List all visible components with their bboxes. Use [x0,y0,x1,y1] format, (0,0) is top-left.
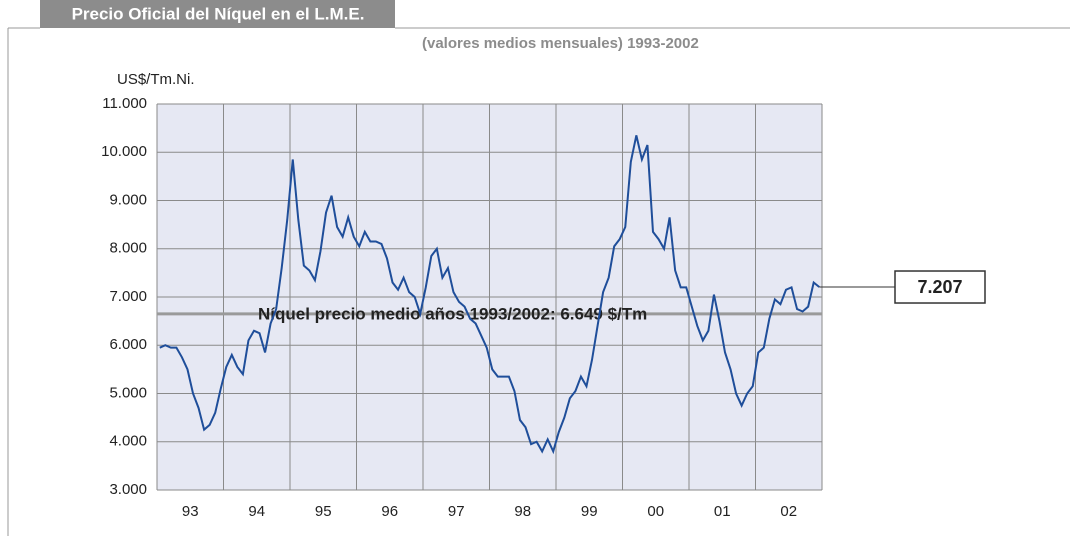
x-tick-label: 02 [780,503,797,520]
y-axis-label: US$/Tm.Ni. [117,71,195,88]
x-tick-label: 01 [714,503,731,520]
y-tick-label: 8.000 [109,240,147,257]
chart-title: Precio Oficial del Níquel en el L.M.E. [72,4,365,23]
y-tick-label: 11.000 [102,95,147,112]
y-tick-label: 9.000 [109,191,147,208]
callout-box [894,270,986,304]
y-tick-label: 7.000 [109,288,147,305]
x-tick-label: 98 [514,503,531,520]
y-tick-label: 4.000 [109,433,147,450]
reference-label: Níquel precio medio años 1993/2002: 6.64… [258,304,647,323]
x-tick-label: 97 [448,503,465,520]
data-line [159,135,820,455]
chart-subtitle: (valores medios mensuales) 1993-2002 [422,35,699,52]
y-tick-label: 3.000 [109,481,147,498]
x-tick-label: 96 [381,503,398,520]
title-tab [40,0,395,28]
value-label: 7.207 [917,277,962,297]
x-tick-label: 00 [647,503,664,520]
x-tick-label: 95 [315,503,332,520]
y-tick-label: 5.000 [109,384,147,401]
x-tick-label: 99 [581,503,598,520]
y-tick-label: 6.000 [109,336,147,353]
y-tick-label: 10.000 [101,143,147,160]
x-tick-label: 93 [182,503,199,520]
x-tick-label: 94 [248,503,265,520]
